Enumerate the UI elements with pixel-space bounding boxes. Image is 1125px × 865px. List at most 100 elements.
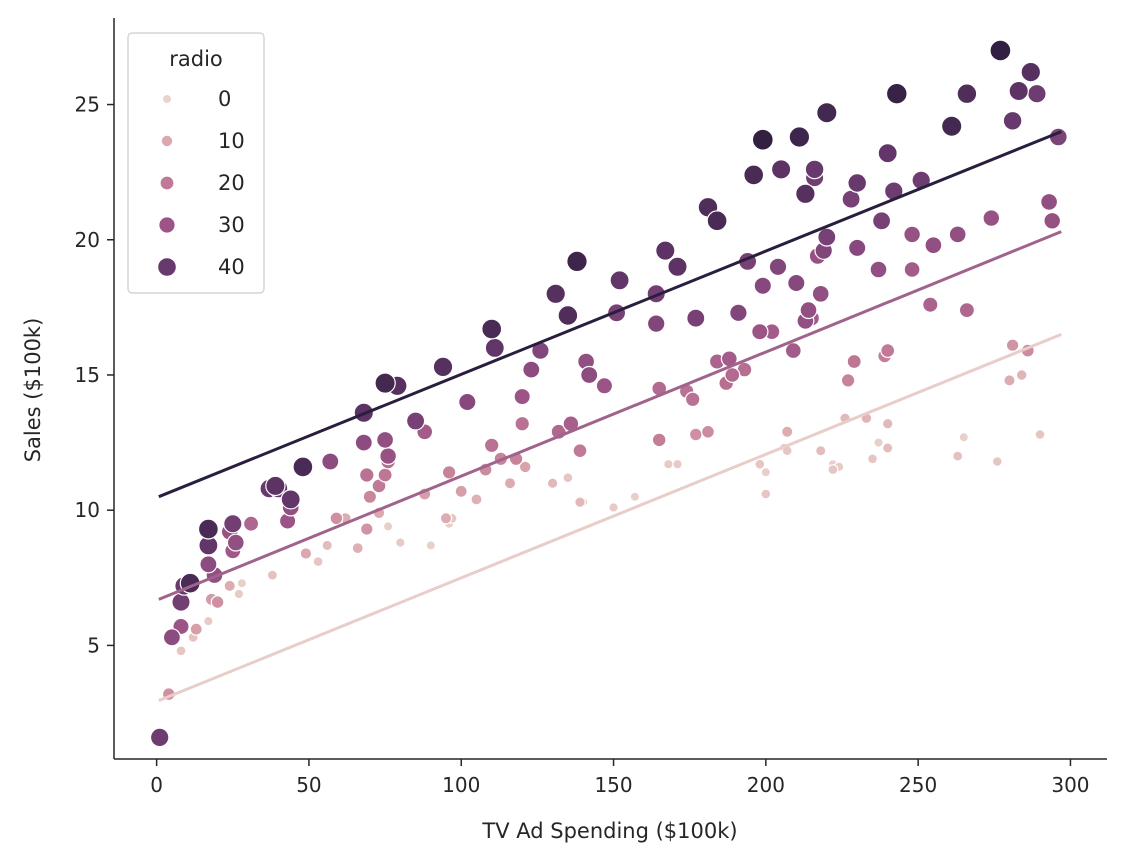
scatter-point [751, 128, 774, 151]
scatter-point [441, 464, 457, 480]
scatter-point [223, 579, 236, 593]
scatter-point [503, 477, 517, 490]
scatter-point [880, 343, 896, 359]
scatter-point [941, 115, 963, 137]
y-axis-ticks: 5 10 15 20 25 [75, 93, 114, 657]
scatter-point [280, 489, 301, 510]
scatter-point [210, 595, 225, 609]
scatter-point [379, 447, 398, 466]
legend-label: 30 [218, 213, 245, 237]
scatter-point [784, 342, 802, 360]
scatter-point [406, 411, 426, 431]
scatter-point [848, 238, 867, 258]
regression-lines [158, 130, 1062, 702]
scatter-point [655, 240, 676, 261]
scatter-point [432, 356, 454, 378]
scatter-point [470, 493, 483, 506]
scatter-point [377, 467, 393, 483]
scatter-point [753, 276, 773, 295]
scatter-point [609, 270, 630, 291]
scatter-point [881, 417, 894, 430]
scatter-point [667, 256, 688, 277]
scatter-point [483, 437, 500, 454]
scatter-point [514, 415, 530, 432]
scatter-point [1008, 80, 1029, 102]
scatter-point [952, 450, 964, 462]
scatter-point [329, 511, 344, 526]
scatter-point [672, 458, 683, 470]
scatter-point [989, 39, 1012, 62]
scatter-point [522, 360, 541, 379]
scatter-point [382, 521, 394, 532]
scatter-point [351, 541, 364, 555]
scatter-point [1003, 374, 1016, 387]
scatter-point [197, 518, 219, 540]
scatter-point [841, 189, 861, 209]
scatter-point [871, 211, 892, 231]
scatter-point [686, 308, 706, 328]
x-axis-ticks: 0 50 100 150 200 250 300 [150, 759, 1090, 797]
scatter-point [706, 210, 728, 232]
scatter-point [321, 452, 340, 471]
scatter-point [781, 425, 794, 438]
scatter-point [1005, 338, 1020, 352]
scatter-point [312, 556, 324, 568]
scatter-point [425, 540, 436, 551]
scatter-point [481, 318, 503, 340]
legend: radio 0 10 20 30 40 [127, 32, 265, 294]
scatter-point [557, 305, 579, 326]
x-tick-label: 50 [296, 773, 321, 797]
x-tick-label: 150 [594, 773, 632, 797]
scatter-point [1040, 192, 1059, 211]
scatter-point [1034, 429, 1046, 441]
scatter-point [394, 537, 406, 548]
scatter-point [684, 391, 701, 408]
scatter-point [817, 227, 837, 247]
scatter-point [608, 502, 619, 513]
scatter-point [646, 314, 666, 333]
y-tick-label: 20 [75, 228, 100, 252]
scatter-point [299, 547, 313, 560]
y-tick-label: 10 [75, 498, 100, 522]
x-axis-title: TV Ad Spending ($100k) [481, 819, 737, 843]
scatter-point [1020, 61, 1042, 83]
scatter-point [729, 303, 748, 323]
y-tick-label: 15 [75, 363, 100, 387]
legend-marker [160, 134, 174, 148]
legend-label: 20 [218, 171, 245, 195]
scatter-point [754, 458, 766, 470]
scatter-point [840, 373, 856, 388]
scatter-point [948, 225, 967, 244]
legend-marker [158, 216, 176, 234]
scatter-point [924, 236, 943, 255]
regression-line-radio-50 [158, 130, 1062, 499]
scatter-point [189, 622, 203, 636]
scatter-point [265, 475, 286, 497]
scatter-point [595, 377, 614, 395]
scatter-point [1002, 110, 1023, 131]
scatter-point [991, 456, 1003, 468]
scatter-point [199, 555, 218, 574]
scatter-point [846, 353, 862, 370]
scatter-point [804, 159, 825, 180]
scatter-point [922, 296, 939, 313]
scatter-point [1048, 127, 1068, 147]
legend-label: 10 [218, 129, 245, 153]
scatter-point [700, 424, 715, 439]
legend-box [127, 32, 265, 294]
scatter-point [982, 209, 1001, 228]
scatter-point [226, 533, 245, 552]
scatter-point [566, 250, 588, 273]
scatter-point [362, 489, 378, 504]
scatter-point [1015, 369, 1028, 381]
x-tick-label: 200 [747, 773, 785, 797]
legend-marker [157, 257, 177, 277]
scatter-point [439, 512, 453, 525]
scatter-point [788, 126, 811, 148]
x-tick-label: 300 [1051, 773, 1089, 797]
scatter-point [580, 365, 599, 385]
scatter-point [663, 458, 674, 470]
scatter-point [243, 515, 260, 532]
scatter-point [545, 283, 566, 305]
